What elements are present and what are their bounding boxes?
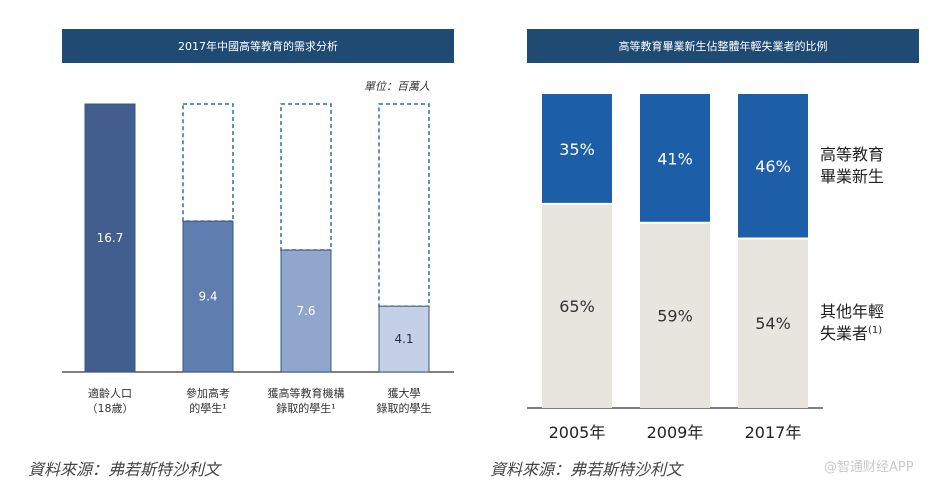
right-bar-value-label: 41% [657,149,693,168]
left-bar [84,103,136,373]
right-series-label: 高等教育 [820,145,884,164]
left-category-label: （18歲） [87,401,134,415]
right-chart-title: 高等教育畢業新生佔整體年輕失業者的比例 [527,29,919,63]
left-category-label: 的學生¹ [189,401,226,415]
left-bar [280,249,332,373]
left-bar [378,305,430,373]
left-bar-dashed-outline [182,103,234,222]
right-bar-segment-other [738,238,808,408]
right-series-label: 畢業新生 [820,167,884,186]
right-series-label: 其他年輕 [820,302,884,321]
right-bar-value-label: 59% [657,306,693,325]
left-chart-title: 2017年中國高等教育的需求分析 [62,29,454,63]
left-bar-dashed-outline [280,103,332,251]
left-category-label: 錄取的學生¹ [276,401,335,415]
left-source-note: 資料來源：弗若斯特沙利文 [28,460,221,479]
right-bar-value-label: 65% [559,297,595,316]
right-category-label: 2017年 [745,423,802,442]
right-bar-segment-other [640,222,710,408]
right-category-label: 2009年 [647,423,704,442]
left-category-label: 獲大學 [388,386,421,400]
right-bar-value-label: 46% [755,157,791,176]
left-bar-value-label: 9.4 [198,290,217,304]
left-bar-value-label: 4.1 [394,332,413,346]
right-category-label: 2005年 [549,423,606,442]
left-category-label: 錄取的學生 [377,401,432,415]
watermark-text: @智通财经APP [824,460,914,475]
left-bar-dashed-outline [378,103,430,307]
right-bar-segment-graduates [542,94,612,204]
left-category-label: 參加高考 [186,386,230,400]
right-bar-value-label: 54% [755,314,791,333]
unit-label: 單位：百萬人 [364,80,430,93]
left-bar-value-label: 7.6 [296,304,315,318]
left-category-label: 獲高等教育機構 [268,386,345,400]
right-series-label: 失業者(1) [820,324,882,343]
left-bar [182,220,234,373]
right-bar-segment-graduates [640,94,710,223]
right-bar-value-label: 35% [559,140,595,159]
left-bar-value-label: 16.7 [97,231,124,245]
right-bar-segment-other [542,203,612,408]
right-source-note: 資料來源：弗若斯特沙利文 [490,460,683,479]
left-category-label: 適齡人口 [88,386,132,400]
right-bar-segment-graduates [738,94,808,239]
